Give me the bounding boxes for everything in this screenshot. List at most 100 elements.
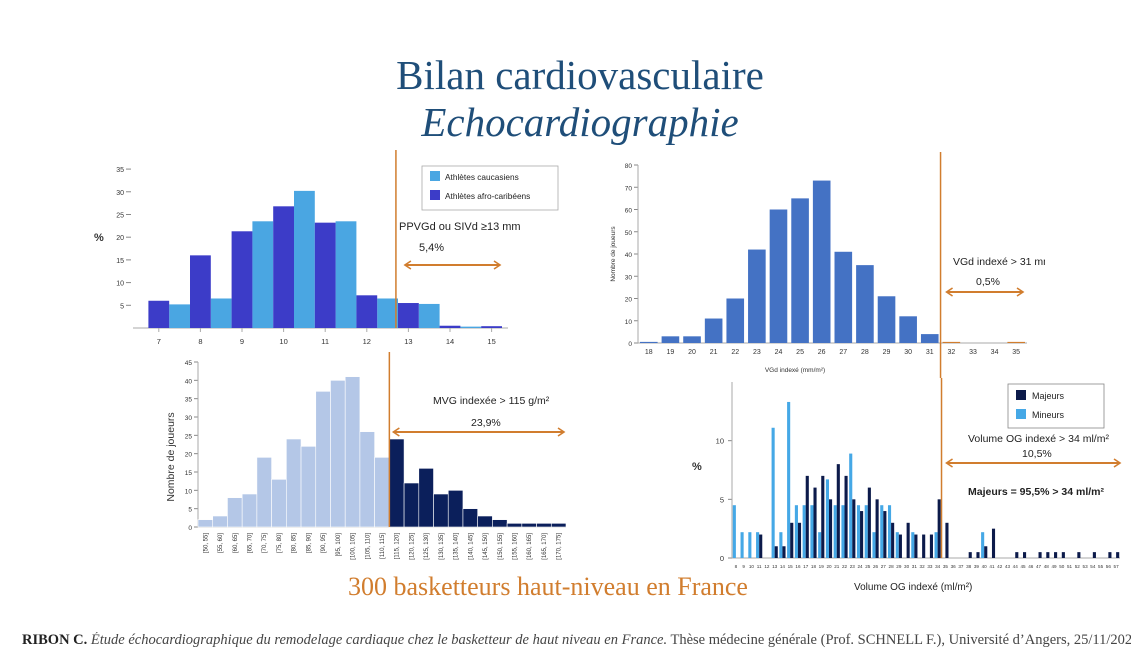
- bar-majeurs: [813, 487, 817, 558]
- y-tick-label: 35: [185, 397, 193, 404]
- x-tick-label: 38: [966, 564, 972, 569]
- x-tick-label: 32: [947, 349, 955, 356]
- x-tick-label: 23: [850, 564, 856, 569]
- x-tick-label: 10: [749, 564, 755, 569]
- bar-majeurs: [821, 475, 825, 558]
- bar-caucasiens: [377, 298, 398, 328]
- x-tick-label: 30: [904, 564, 910, 569]
- bar-afro-caribeens: [439, 325, 461, 328]
- y-tick-label: 70: [625, 185, 633, 192]
- bar: [241, 493, 258, 528]
- y-tick-label: 20: [116, 235, 124, 242]
- x-tick-label: [155, 160]: [512, 533, 518, 560]
- x-tick-label: 55: [1098, 564, 1104, 569]
- x-tick-label: 21: [834, 564, 840, 569]
- x-tick-label: [135, 140]: [454, 533, 460, 560]
- x-tick-label: [130, 135]: [439, 533, 445, 560]
- x-tick-label: 10: [279, 337, 287, 346]
- bar: [877, 296, 896, 343]
- x-tick-label: 35: [943, 564, 949, 569]
- x-tick-label: [105, 110]: [365, 533, 371, 560]
- x-tick-label: 13: [404, 337, 412, 346]
- x-tick-label: 41: [989, 564, 995, 569]
- legend-swatch: [1016, 390, 1026, 400]
- bar-majeurs: [1116, 552, 1120, 558]
- bar: [550, 523, 567, 528]
- x-tick-label: 20: [826, 564, 832, 569]
- x-tick-label: 39: [974, 564, 980, 569]
- x-tick-label: 14: [780, 564, 786, 569]
- bar: [492, 519, 508, 528]
- annotation-arrow-right-head: [1016, 287, 1025, 297]
- bar: [256, 457, 272, 528]
- x-tick-label: 56: [1106, 564, 1112, 569]
- bar-mineurs: [787, 401, 791, 558]
- bar-majeurs: [898, 534, 902, 558]
- bar-mineurs: [833, 505, 837, 558]
- x-tick-label: 33: [969, 349, 977, 356]
- x-tick-label: 34: [935, 564, 941, 569]
- bar-majeurs: [875, 499, 879, 558]
- x-tick-label: 42: [997, 564, 1003, 569]
- bar-afro-caribeens: [190, 255, 211, 328]
- bar-mineurs: [864, 505, 868, 558]
- x-tick-label: 7: [157, 337, 161, 346]
- bar: [661, 336, 680, 343]
- x-tick-label: [85, 90]: [306, 533, 312, 553]
- footer-work: Étude échocardiographique du remodelage …: [90, 632, 668, 648]
- bar-mineurs: [802, 505, 806, 558]
- bar-majeurs: [797, 522, 802, 558]
- bar-majeurs: [968, 552, 972, 558]
- annotation-label: VGd indexé > 31 mm/m²: [953, 256, 1045, 268]
- x-tick-label: 19: [667, 349, 675, 356]
- x-tick-label: 45: [1020, 564, 1026, 569]
- y-axis-label: %: [692, 461, 702, 473]
- bar-mineurs: [794, 505, 798, 558]
- x-tick-label: 19: [819, 564, 825, 569]
- bar-mineurs: [887, 505, 892, 558]
- x-tick-label: 46: [1028, 564, 1034, 569]
- y-axis-label: Nombre de joueurs: [165, 412, 177, 501]
- bar-majeurs: [906, 522, 910, 558]
- bar-mineurs: [911, 532, 915, 558]
- annotation-value: 0,5%: [976, 276, 1000, 288]
- x-tick-label: 26: [873, 564, 879, 569]
- x-tick-label: 29: [883, 349, 891, 356]
- x-tick-label: 36: [951, 564, 957, 569]
- x-tick-label: [120, 125]: [409, 533, 415, 560]
- y-tick-label: 45: [185, 360, 193, 367]
- bar: [521, 523, 537, 528]
- bar-afro-caribeens: [148, 300, 170, 328]
- y-tick-label: 5: [720, 495, 724, 504]
- bar-majeurs: [1038, 552, 1042, 558]
- annotation-arrow-left-head: [945, 458, 953, 468]
- x-tick-label: 29: [896, 564, 902, 569]
- x-tick-label: 34: [991, 349, 999, 356]
- x-tick-label: 47: [1036, 564, 1042, 569]
- bar: [748, 249, 766, 343]
- legend-label: Mineurs: [1032, 410, 1065, 420]
- x-tick-label: 31: [912, 564, 918, 569]
- bar-afro-caribeens: [356, 295, 378, 328]
- x-tick-label: 49: [1051, 564, 1057, 569]
- bar-majeurs: [1061, 552, 1065, 558]
- bar-majeurs: [929, 534, 933, 558]
- bar: [286, 438, 302, 528]
- bar: [389, 438, 405, 528]
- bar-majeurs: [937, 499, 941, 558]
- x-tick-label: 17: [803, 564, 809, 569]
- annotation-value: 10,5%: [1022, 448, 1052, 460]
- x-tick-label: [60, 65]: [233, 533, 239, 553]
- bar-mineurs: [779, 532, 783, 558]
- x-tick-label: 13: [772, 564, 778, 569]
- annotation-value: 23,9%: [471, 417, 501, 429]
- x-tick-label: [140, 145]: [468, 533, 474, 560]
- y-tick-label: 40: [185, 378, 193, 385]
- y-tick-label: 30: [185, 415, 193, 422]
- y-tick-label: 30: [116, 190, 124, 197]
- x-tick-label: 22: [842, 564, 848, 569]
- bar-mineurs: [748, 532, 752, 558]
- bar-caucasiens: [210, 298, 232, 328]
- x-tick-label: [150, 155]: [498, 533, 504, 560]
- annotation-label: MVG indexée > 115 g/m²: [433, 395, 550, 407]
